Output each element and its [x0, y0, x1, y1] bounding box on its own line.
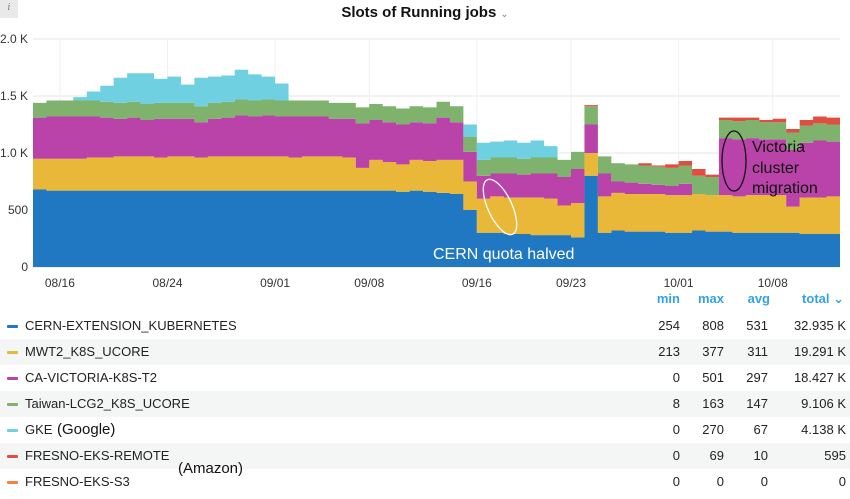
legend-avg: 0 [760, 474, 768, 489]
y-tick-label: 500 [8, 203, 28, 217]
legend-total: 19.291 K [793, 344, 846, 359]
legend-min: 0 [672, 422, 680, 437]
legend-total: 9.106 K [801, 396, 846, 411]
legend-max: 270 [702, 422, 724, 437]
legend-row[interactable]: GKE 0 270 67 4.138 K [0, 417, 850, 443]
chevron-down-icon[interactable]: ⌄ [500, 9, 509, 20]
legend-swatch [7, 455, 18, 458]
area-series-taiwan-lcg2-k8s-ucore[interactable] [33, 99, 840, 196]
area-series-gke[interactable] [33, 69, 840, 177]
x-tick-label: 09/01 [260, 276, 290, 290]
legend-min: 8 [672, 396, 680, 411]
legend-min: 0 [672, 474, 680, 489]
legend-header-max[interactable]: max [697, 291, 724, 306]
legend-min: 254 [658, 318, 680, 333]
victoria-note-line-3: migration [752, 180, 818, 197]
legend-max: 163 [702, 396, 724, 411]
legend-max: 501 [702, 370, 724, 385]
x-tick-label: 10/01 [664, 276, 694, 290]
legend-max: 0 [716, 474, 724, 489]
legend-max: 377 [702, 344, 724, 359]
legend-series-name[interactable]: CERN-EXTENSION_KUBERNETES [25, 318, 237, 333]
info-icon[interactable]: i [0, 0, 18, 18]
victoria-note-line-1: Victoria [752, 139, 805, 156]
legend-avg: 531 [746, 318, 768, 333]
legend-min: 0 [672, 448, 680, 463]
legend-row[interactable]: Taiwan-LCG2_K8S_UCORE 8 163 147 9.106 K [0, 391, 850, 417]
fresno-provider-note: (Amazon) [178, 460, 244, 477]
legend-min: 213 [658, 344, 680, 359]
annotation-marks [482, 130, 747, 236]
panel-title-text[interactable]: Slots of Running jobs [341, 4, 497, 21]
cern-quota-note: CERN quota halved [433, 246, 574, 263]
y-tick-label: 1.0 K [0, 146, 28, 160]
legend-swatch [7, 377, 18, 380]
legend-row[interactable]: FRESNO-EKS-S3 0 0 0 0 [0, 469, 850, 495]
legend-swatch [7, 481, 18, 484]
cern-annotation-ellipse [482, 178, 518, 236]
legend-row[interactable]: CERN-EXTENSION_KUBERNETES 254 808 531 32… [0, 313, 850, 339]
legend-series-name[interactable]: CA-VICTORIA-K8S-T2 [25, 370, 157, 385]
x-tick-label: 08/24 [152, 276, 182, 290]
legend-header-min[interactable]: min [656, 291, 680, 306]
legend-swatch [7, 429, 18, 432]
legend-max: 808 [702, 318, 724, 333]
victoria-note-line-2: cluster [752, 160, 800, 177]
x-axis: 08/16 08/24 09/01 09/08 09/16 09/23 10/01 10/08 [45, 276, 788, 290]
chart-areas [33, 69, 840, 267]
legend-avg: 311 [747, 344, 768, 359]
legend-header-total[interactable]: total ⌄ [802, 291, 844, 306]
legend-row[interactable]: MWT2_K8S_UCORE 213 377 311 19.291 K [0, 339, 850, 365]
legend-row[interactable]: FRESNO-EKS-REMOTE 0 69 10 595 [0, 443, 850, 469]
gke-provider-note: (Google) [57, 421, 116, 438]
legend-swatch [7, 325, 18, 328]
stacked-area-chart: 0 500 1.0 K 1.5 K 2.0 K 08/16 08/24 09/01 09/08… [0, 32, 840, 290]
area-series-mwt2-k8s-ucore[interactable] [33, 153, 840, 238]
legend-total: 0 [838, 474, 846, 489]
legend-series-name[interactable]: Taiwan-LCG2_K8S_UCORE [25, 396, 190, 411]
legend-total: 32.935 K [793, 318, 846, 333]
area-series-cern-extension-kubernetes[interactable] [33, 175, 840, 267]
legend-avg: 147 [746, 396, 768, 411]
x-tick-label: 10/08 [758, 276, 788, 290]
legend-header-avg[interactable]: avg [747, 291, 770, 306]
legend-swatch [7, 403, 18, 406]
legend-avg: 67 [753, 422, 768, 437]
y-tick-label: 2.0 K [0, 32, 28, 46]
legend-min: 0 [672, 370, 680, 385]
legend-series-name[interactable]: FRESNO-EKS-S3 [25, 474, 130, 489]
x-tick-label: 09/08 [354, 276, 384, 290]
legend-row[interactable]: CA-VICTORIA-K8S-T2 0 501 297 18.427 K [0, 365, 850, 391]
victoria-annotation-ellipse [721, 130, 747, 192]
y-tick-label: 0 [21, 260, 28, 274]
y-axis: 0 500 1.0 K 1.5 K 2.0 K [0, 32, 28, 274]
legend-total: 4.138 K [801, 422, 846, 437]
legend-total: 18.427 K [793, 370, 846, 385]
legend-swatch [7, 351, 18, 354]
legend-total: 595 [824, 448, 846, 463]
panel-title[interactable]: Slots of Running jobs ⌄ [0, 4, 850, 21]
legend-series-name[interactable]: MWT2_K8S_UCORE [25, 344, 150, 359]
x-tick-label: 09/16 [462, 276, 492, 290]
x-tick-label: 08/16 [45, 276, 75, 290]
legend-series-name[interactable]: GKE [25, 422, 53, 437]
legend-max: 69 [709, 448, 724, 463]
legend-avg: 10 [753, 448, 768, 463]
x-tick-label: 09/23 [556, 276, 586, 290]
legend-avg: 297 [746, 370, 768, 385]
legend-series-name[interactable]: FRESNO-EKS-REMOTE [25, 448, 170, 463]
y-tick-label: 1.5 K [0, 89, 28, 103]
